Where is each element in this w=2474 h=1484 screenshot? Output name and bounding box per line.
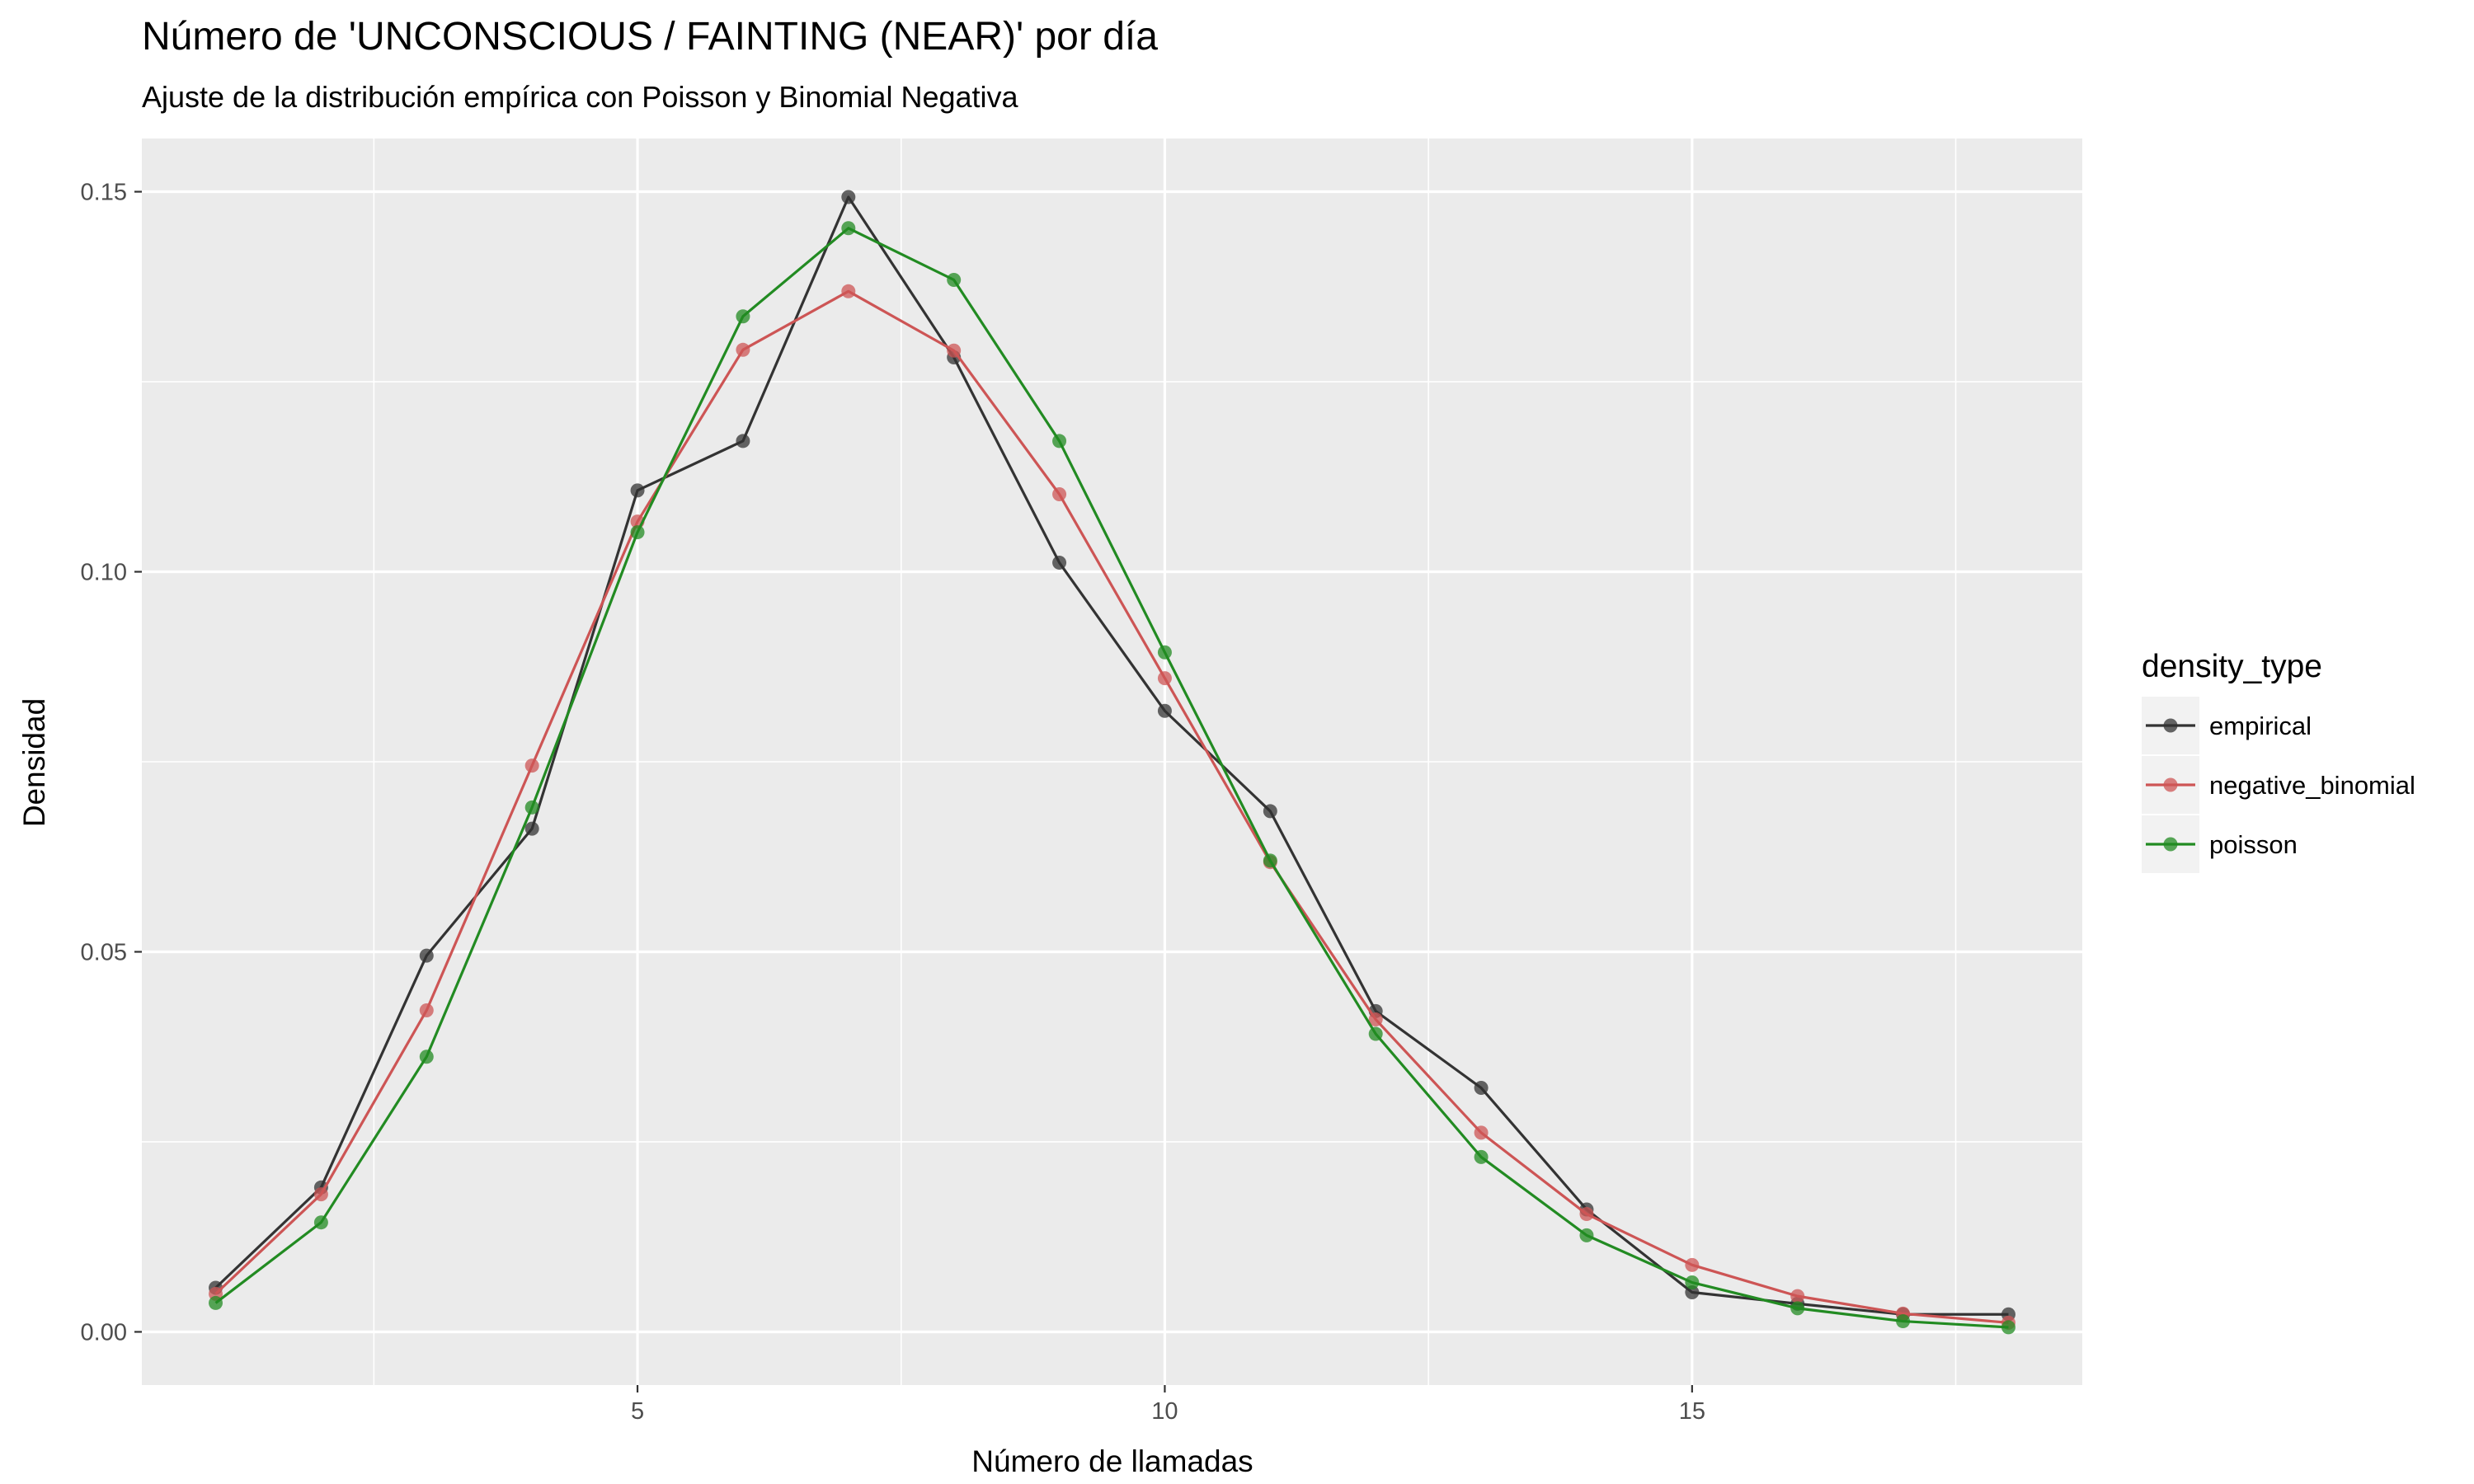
legend-label: empirical: [2209, 711, 2312, 740]
legend-item-negative_binomial: negative_binomial: [2142, 756, 2415, 814]
data-point-poisson: [1263, 853, 1277, 868]
data-point-negative_binomial: [1685, 1257, 1700, 1272]
y-tick-label: 0.10: [81, 560, 127, 586]
data-point-negative_binomial: [1368, 1012, 1383, 1027]
data-point-empirical: [1474, 1081, 1489, 1096]
y-tick-label: 0.15: [81, 180, 127, 206]
chart-subtitle: Ajuste de la distribución empírica con P…: [142, 80, 1019, 114]
legend-label: negative_binomial: [2209, 771, 2415, 800]
data-point-negative_binomial: [524, 758, 539, 773]
data-point-negative_binomial: [841, 284, 856, 298]
legend: density_type empirical negative_binomialp…: [2142, 649, 2415, 873]
y-axis-title: Densidad: [17, 698, 51, 827]
data-point-poisson: [736, 309, 750, 324]
data-point-empirical: [1263, 804, 1277, 819]
x-tick-label: 5: [631, 1398, 644, 1425]
x-tick-label: 15: [1679, 1398, 1705, 1425]
data-point-poisson: [209, 1295, 223, 1310]
x-tick-label: 10: [1151, 1398, 1178, 1425]
grid-major: [142, 139, 2082, 1385]
data-point-negative_binomial: [1474, 1125, 1489, 1140]
data-point-poisson: [1685, 1275, 1700, 1290]
chart-title: Número de 'UNCONSCIOUS / FAINTING (NEAR)…: [142, 15, 1158, 59]
series-line-poisson: [214, 227, 2009, 1329]
legend-key-point: [2163, 777, 2178, 792]
legend-key-point: [2163, 718, 2178, 733]
data-point-negative_binomial: [1790, 1289, 1805, 1303]
data-point-empirical: [1685, 1285, 1700, 1300]
data-point-poisson: [2001, 1320, 2015, 1335]
data-point-poisson: [1896, 1314, 1911, 1329]
data-point-empirical: [1157, 703, 1172, 718]
series-poisson: [209, 221, 2015, 1335]
data-point-poisson: [630, 525, 645, 540]
x-axis-title: Número de llamadas: [971, 1444, 1253, 1478]
data-point-negative_binomial: [419, 1003, 434, 1017]
data-point-negative_binomial: [1052, 486, 1067, 501]
data-point-empirical: [524, 821, 539, 836]
legend-label: poisson: [2209, 830, 2298, 859]
data-point-poisson: [1579, 1228, 1594, 1242]
legend-item-empirical: empirical: [2142, 697, 2312, 754]
data-point-negative_binomial: [947, 343, 962, 358]
data-point-poisson: [1157, 645, 1172, 660]
legend-key-point: [2163, 837, 2178, 852]
data-point-poisson: [313, 1215, 328, 1230]
legend-item-poisson: poisson: [2142, 815, 2298, 873]
data-point-negative_binomial: [736, 342, 750, 357]
data-point-poisson: [524, 800, 539, 815]
data-point-negative_binomial: [1579, 1207, 1594, 1222]
x-axis: 5 10 15: [631, 1385, 1705, 1425]
data-point-negative_binomial: [313, 1187, 328, 1202]
y-tick-label: 0.05: [81, 939, 127, 965]
data-point-empirical: [1052, 555, 1067, 570]
data-point-empirical: [841, 190, 856, 204]
data-point-poisson: [1474, 1149, 1489, 1164]
series-line-negative_binomial: [214, 289, 2009, 1324]
data-point-negative_binomial: [1157, 671, 1172, 686]
data-point-poisson: [947, 272, 962, 287]
data-point-empirical: [419, 948, 434, 963]
data-point-empirical: [630, 483, 645, 498]
data-point-poisson: [841, 221, 856, 236]
legend-title: density_type: [2142, 649, 2322, 684]
data-point-poisson: [1052, 434, 1067, 448]
series-layer: [209, 190, 2015, 1335]
data-point-poisson: [1368, 1026, 1383, 1041]
y-tick-label: 0.00: [81, 1319, 127, 1345]
grid-minor: [142, 139, 2082, 1385]
y-axis: 0.00 0.05 0.10 0.15: [81, 180, 142, 1345]
data-point-poisson: [1790, 1301, 1805, 1316]
data-point-poisson: [419, 1050, 434, 1064]
data-point-empirical: [736, 434, 750, 448]
